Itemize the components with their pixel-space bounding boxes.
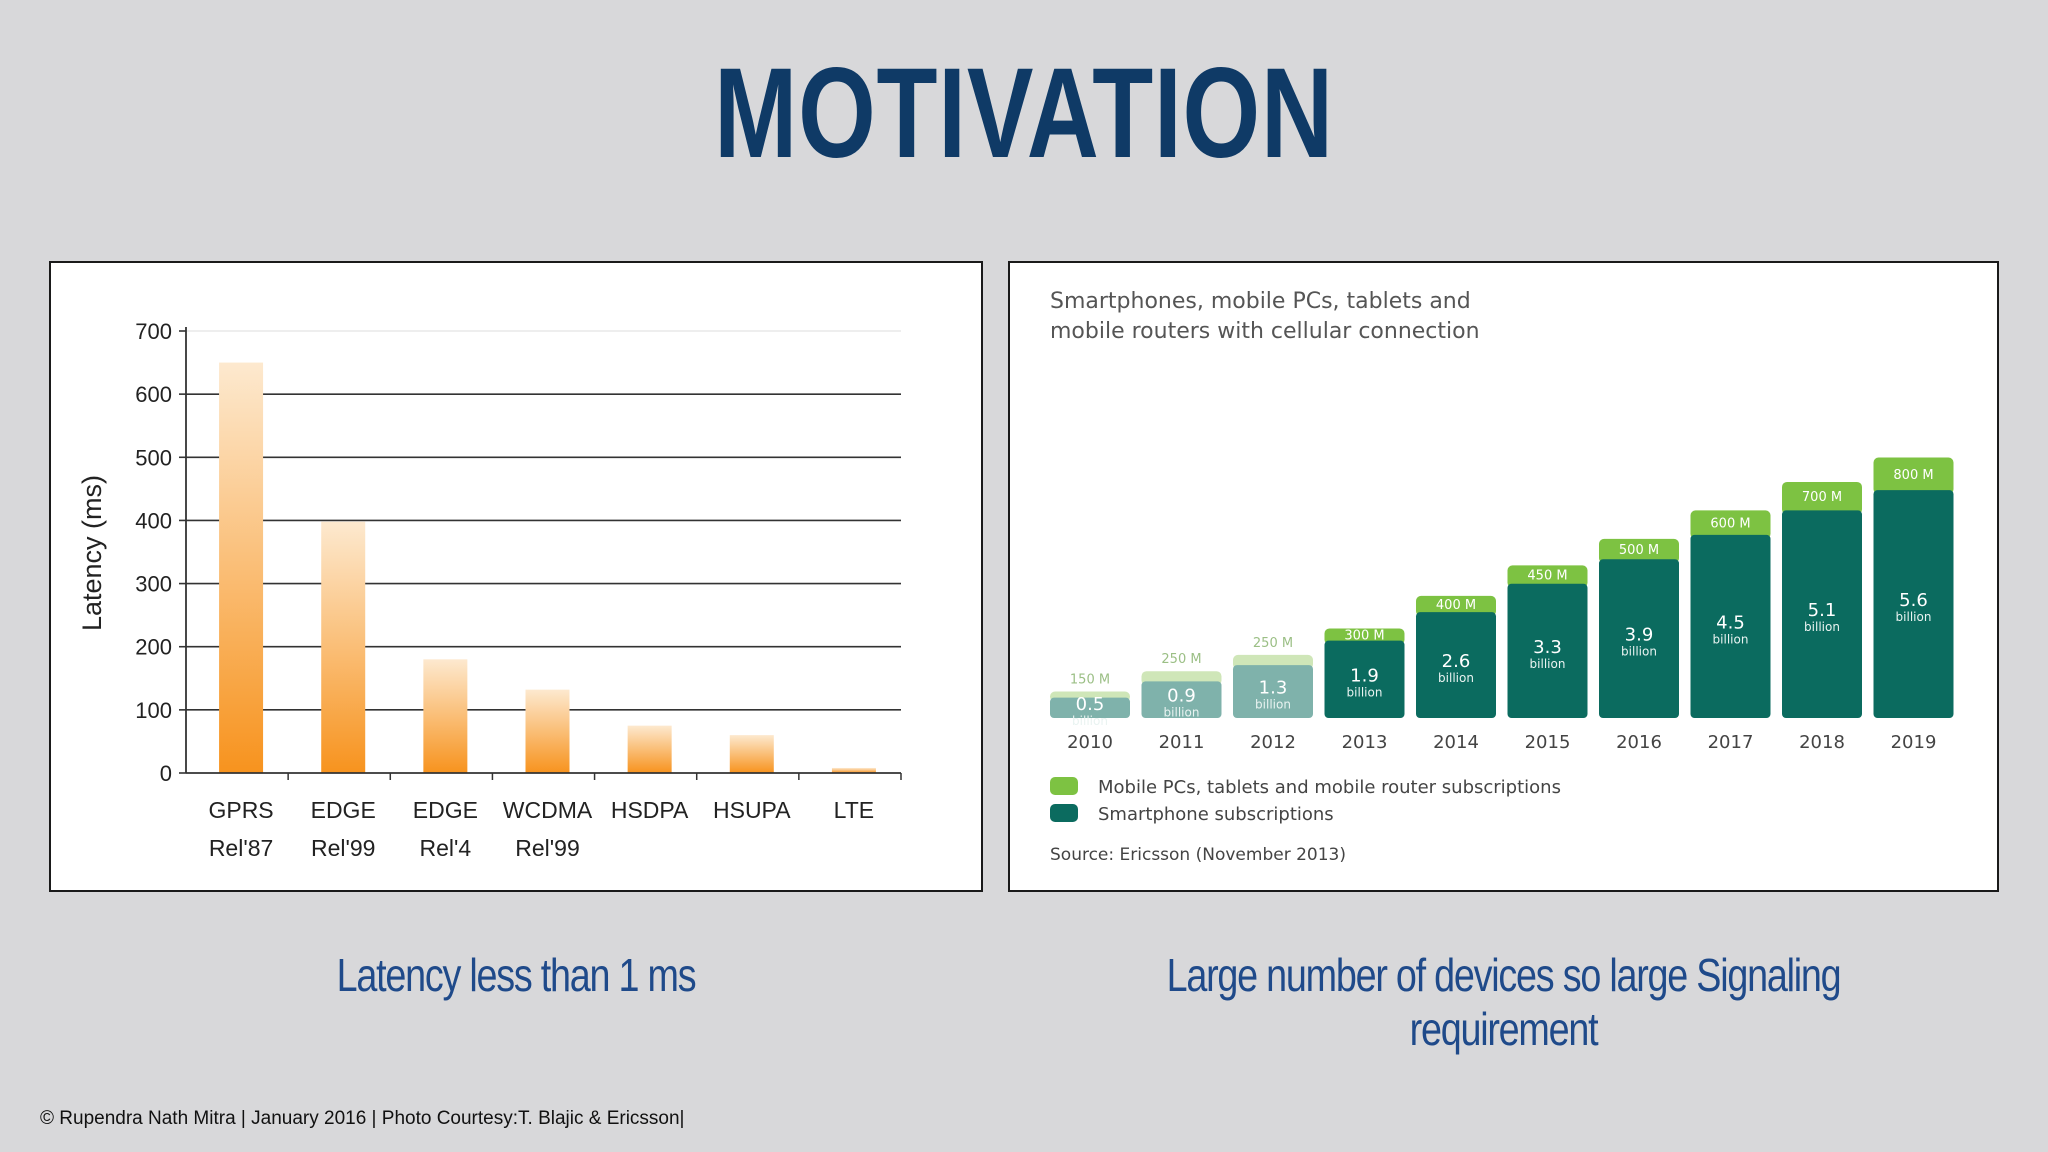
smartphone-value-label: 5.6 <box>1899 590 1928 611</box>
legend-swatch-pc <box>1050 777 1078 795</box>
latency-caption: Latency less than 1 ms <box>336 949 697 1001</box>
bar-pc-segment <box>1690 510 1771 539</box>
pc-value-label: 250 M <box>1161 652 1201 667</box>
legend-label-pc: Mobile PCs, tablets and mobile router su… <box>1098 777 1561 798</box>
bar <box>525 689 570 773</box>
y-tick-label: 500 <box>135 445 172 470</box>
y-axis-label: Latency (ms) <box>77 475 107 631</box>
bar-smartphone-segment <box>1690 534 1771 718</box>
signaling-caption: Large number of devices so large Signali… <box>1166 949 1842 1055</box>
chart-subtitle: mobile routers with cellular connection <box>1050 319 1480 344</box>
x-tick-label: 2017 <box>1708 732 1754 753</box>
x-tick-sublabel: Rel'4 <box>420 835 472 861</box>
x-tick-label: LTE <box>834 797 874 823</box>
pc-value-label: 250 M <box>1253 636 1293 651</box>
footer-credit: © Rupendra Nath Mitra | January 2016 | P… <box>40 1108 685 1129</box>
smartphone-unit-label: billion <box>1072 714 1108 728</box>
bar <box>423 659 468 773</box>
smartphone-unit-label: billion <box>1438 671 1474 685</box>
x-tick-sublabel: Rel'99 <box>515 835 580 861</box>
smartphone-unit-label: billion <box>1713 632 1749 646</box>
y-tick-label: 100 <box>135 698 172 723</box>
latency-chart-panel: 0 100 200 300 400 500 600 700 GPRS Rel'87 EDGE Rel'… <box>49 261 983 892</box>
legend-label-smartphone: Smartphone subscriptions <box>1098 804 1334 825</box>
smartphone-value-label: 1.3 <box>1259 678 1288 699</box>
bar-smartphone-segment <box>1233 665 1313 718</box>
bar-pc-segment <box>1782 481 1862 515</box>
smartphone-unit-label: billion <box>1255 698 1291 712</box>
bar-smartphone-segment <box>1507 583 1588 718</box>
bar-smartphone-segment <box>1599 559 1679 718</box>
smartphone-value-label: 3.3 <box>1533 637 1562 658</box>
bar-pc-segment <box>1599 538 1679 564</box>
y-tick-label: 400 <box>135 508 172 533</box>
pc-value-label: 450 M <box>1527 569 1567 584</box>
smartphone-value-label: 5.1 <box>1808 600 1837 621</box>
smartphone-value-label: 3.9 <box>1625 625 1654 646</box>
smartphone-value-label: 0.9 <box>1167 686 1196 707</box>
x-tick-label: 2011 <box>1159 732 1205 753</box>
pc-value-label: 400 M <box>1436 598 1476 613</box>
smartphone-unit-label: billion <box>1804 620 1840 634</box>
bar-smartphone-segment <box>1050 697 1130 718</box>
x-tick-label: GPRS <box>208 797 273 823</box>
x-tick-label: 2016 <box>1616 732 1662 753</box>
smartphone-value-label: 0.5 <box>1076 694 1105 715</box>
chart-title: Smartphones, mobile PCs, tablets and <box>1050 289 1471 314</box>
pc-value-label: 300 M <box>1344 629 1384 644</box>
x-tick-label: 2019 <box>1891 732 1937 753</box>
smartphone-unit-label: billion <box>1164 706 1200 720</box>
smartphone-value-label: 4.5 <box>1716 612 1745 633</box>
y-tick-label: 300 <box>135 572 172 597</box>
bar-pc-segment <box>1416 595 1496 617</box>
x-tick-label: WCDMA <box>503 797 593 823</box>
smartphone-unit-label: billion <box>1530 657 1566 671</box>
bar <box>321 521 366 773</box>
pc-value-label: 700 M <box>1802 490 1842 505</box>
y-tick-label: 200 <box>135 635 172 660</box>
smartphone-unit-label: billion <box>1347 685 1383 699</box>
pc-value-label: 150 M <box>1070 673 1110 688</box>
latency-chart: 0 100 200 300 400 500 600 700 GPRS Rel'87 EDGE Rel'… <box>77 319 902 861</box>
subscriptions-chart: Smartphones, mobile PCs, tablets and mobi… <box>1050 289 1954 865</box>
bar-pc-segment <box>1873 457 1954 495</box>
pc-value-label: 800 M <box>1893 468 1933 483</box>
slide-title: MOTIVATION <box>714 42 1334 185</box>
x-tick-label: 2014 <box>1433 732 1479 753</box>
smartphone-value-label: 1.9 <box>1350 665 1379 686</box>
chart-source: Source: Ericsson (November 2013) <box>1050 845 1346 865</box>
x-tick-label: HSUPA <box>713 797 791 823</box>
x-tick-sublabel: Rel'87 <box>209 835 273 861</box>
bar <box>219 362 264 773</box>
smartphone-value-label: 2.6 <box>1442 651 1471 672</box>
x-tick-label: 2015 <box>1525 732 1571 753</box>
bar <box>627 725 672 773</box>
y-tick-label: 700 <box>135 319 172 344</box>
x-tick-label: 2018 <box>1799 732 1845 753</box>
x-tick-sublabel: Rel'99 <box>311 835 376 861</box>
x-tick-label: HSDPA <box>611 797 689 823</box>
bar <box>831 767 876 773</box>
legend-swatch-smartphone <box>1050 804 1078 822</box>
bar-pc-segment <box>1507 565 1588 588</box>
smartphone-unit-label: billion <box>1621 645 1657 659</box>
x-tick-label: 2010 <box>1067 732 1113 753</box>
x-tick-label: 2013 <box>1342 732 1388 753</box>
y-tick-label: 0 <box>160 761 172 786</box>
x-tick-label: EDGE <box>413 797 478 823</box>
pc-value-label: 600 M <box>1710 517 1750 532</box>
x-tick-label: 2012 <box>1250 732 1296 753</box>
bar-smartphone-segment <box>1873 490 1954 718</box>
x-tick-label: EDGE <box>311 797 376 823</box>
y-tick-label: 600 <box>135 382 172 407</box>
bar <box>729 735 774 773</box>
bar-smartphone-segment <box>1141 681 1222 718</box>
pc-value-label: 500 M <box>1619 543 1659 558</box>
bar-smartphone-segment <box>1782 510 1862 718</box>
bar-smartphone-segment <box>1416 612 1496 718</box>
bar-smartphone-segment <box>1324 640 1405 718</box>
subscriptions-chart-panel: Smartphones, mobile PCs, tablets and mobi… <box>1008 261 1999 892</box>
bar-pc-segment <box>1324 628 1405 645</box>
smartphone-unit-label: billion <box>1896 610 1932 624</box>
